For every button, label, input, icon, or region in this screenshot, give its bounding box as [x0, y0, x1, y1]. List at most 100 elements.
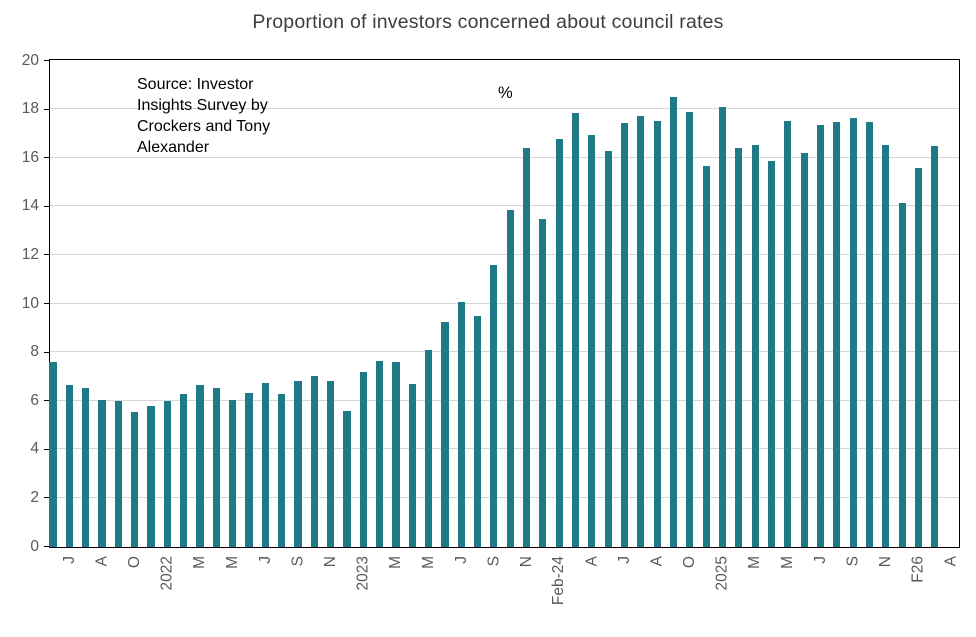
plot-area [49, 59, 960, 548]
bar [914, 167, 923, 547]
bar [571, 113, 580, 547]
bar [49, 362, 57, 547]
bar [490, 265, 498, 547]
x-tick-label: J [256, 556, 274, 564]
y-tick-mark [44, 448, 49, 450]
unit-label: % [498, 84, 513, 102]
bar [588, 135, 596, 547]
x-tick-label: J [615, 556, 633, 564]
y-tick-label: 10 [21, 294, 39, 312]
bar [555, 138, 563, 547]
y-tick-mark [44, 254, 49, 256]
bar [98, 400, 106, 547]
x-tick-label: 2025 [713, 556, 731, 591]
bar [163, 401, 171, 547]
gridline [50, 496, 959, 498]
bar [539, 218, 547, 547]
source-annotation: Source: Investor Insights Survey by Croc… [137, 76, 271, 156]
gridline [50, 108, 959, 110]
y-tick-label: 18 [21, 100, 39, 118]
bar [294, 380, 302, 547]
x-tick-label: M [779, 556, 797, 569]
x-tick-label: N [877, 556, 894, 568]
bar [408, 384, 416, 547]
gridline [50, 253, 959, 255]
bar [898, 203, 906, 547]
bar [180, 393, 188, 547]
y-tick-mark [44, 497, 49, 499]
x-tick-label: J [452, 556, 470, 564]
gridline [50, 156, 959, 158]
y-tick-label: 2 [30, 488, 39, 506]
x-tick-label: N [321, 556, 339, 568]
bar [424, 350, 433, 547]
x-tick-label: M [223, 556, 241, 569]
x-tick-label: M [419, 556, 437, 569]
x-tick-label: A [583, 556, 601, 567]
bar [147, 406, 155, 547]
y-tick-label: 12 [21, 245, 39, 263]
bar [278, 393, 286, 547]
bar [65, 385, 73, 547]
bar [82, 387, 90, 547]
x-tick-label: O [125, 556, 143, 569]
bar [506, 210, 514, 547]
bar [816, 125, 825, 547]
bar [865, 121, 874, 547]
bar [359, 372, 367, 547]
bar [669, 97, 678, 547]
bar [718, 107, 727, 547]
y-tick-mark [44, 546, 49, 547]
x-tick-label: O [681, 556, 699, 569]
y-tick-label: 4 [30, 440, 39, 458]
bar [261, 382, 269, 547]
x-tick-label: 2022 [158, 556, 176, 591]
x-tick-label: S [289, 556, 307, 567]
x-tick-label: M [387, 556, 405, 569]
bar [392, 362, 400, 547]
gridline [50, 205, 959, 207]
bar [327, 380, 335, 547]
bar [702, 165, 710, 547]
bar [457, 301, 465, 547]
bar [441, 322, 449, 547]
bar [604, 150, 612, 547]
y-tick-mark [44, 205, 49, 207]
gridline [50, 351, 959, 353]
bar [212, 387, 220, 547]
y-tick-mark [44, 60, 49, 61]
bar [735, 148, 743, 547]
bar [849, 118, 857, 547]
bar [522, 148, 531, 547]
x-tick-label: S [844, 556, 862, 567]
y-tick-label: 16 [21, 148, 39, 166]
gridline [50, 448, 959, 450]
bar [229, 400, 237, 547]
bar [376, 361, 384, 547]
bar [882, 144, 890, 547]
y-tick-label: 0 [30, 537, 39, 555]
bar [473, 316, 482, 547]
bar [131, 412, 139, 547]
y-tick-label: 14 [21, 197, 39, 215]
x-tick-label: Feb-24 [550, 556, 568, 606]
x-tick-label: M [191, 556, 209, 569]
y-tick-label: 8 [30, 343, 39, 361]
chart-title: Proportion of investors concerned about … [252, 11, 724, 33]
x-tick-label: A [942, 556, 960, 567]
bar [653, 120, 661, 547]
bar [800, 153, 808, 547]
bar [620, 122, 629, 547]
y-tick-label: 6 [30, 391, 39, 409]
x-tick-label: M [746, 556, 764, 569]
x-tick-label: S [485, 556, 503, 567]
x-tick-label: F26 [909, 556, 927, 583]
bar [196, 385, 204, 547]
bar [114, 401, 122, 547]
y-tick-mark [44, 157, 49, 159]
bar [245, 392, 253, 547]
bar [931, 146, 939, 547]
y-tick-label: 20 [21, 51, 39, 69]
bar [784, 120, 792, 547]
